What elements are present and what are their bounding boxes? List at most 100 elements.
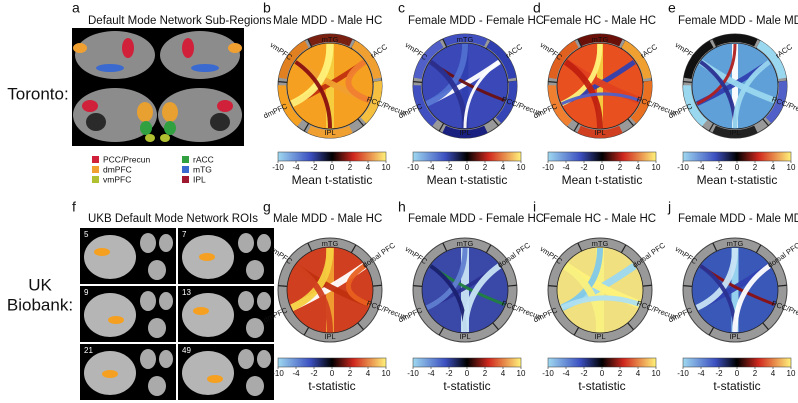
region xyxy=(191,64,219,72)
legend-label: PCC/Precun xyxy=(103,154,151,164)
node-label: mTG xyxy=(457,35,474,44)
ring-segment xyxy=(307,34,353,47)
colorbar-tick-label: 2 xyxy=(753,163,758,172)
ring-divider xyxy=(712,242,718,252)
legend-swatch xyxy=(92,156,99,163)
chord xyxy=(345,59,371,104)
ring-divider xyxy=(620,244,627,253)
row-label: Toronto: xyxy=(7,84,68,103)
node-label: mTG xyxy=(322,35,339,44)
panel-title: Default Mode Network Sub-Regions xyxy=(88,15,272,27)
chord xyxy=(695,247,738,311)
node-label: mTG xyxy=(727,239,744,248)
brain-axial xyxy=(140,291,156,311)
panel-title: Female HC - Male HC xyxy=(543,213,656,225)
slice-number: 9 xyxy=(84,288,89,297)
panel-letter: b xyxy=(263,0,271,16)
ring-divider xyxy=(762,322,770,331)
ring-divider xyxy=(683,285,693,288)
node-label: IPL xyxy=(324,332,335,341)
ring-divider xyxy=(755,244,762,253)
chord xyxy=(345,263,371,307)
colorbar-tick-label: 4 xyxy=(636,163,641,172)
brain-coronal xyxy=(148,260,166,280)
brain xyxy=(160,31,240,79)
ring-divider xyxy=(548,285,558,288)
node-label: mTG xyxy=(727,35,744,44)
legend-swatch xyxy=(182,176,189,183)
ring-divider xyxy=(357,322,365,331)
panel-letter: g xyxy=(263,199,271,215)
node-label: dmPFC xyxy=(397,101,424,120)
chord xyxy=(290,247,334,311)
ring-divider xyxy=(442,242,448,252)
legend-label: mTG xyxy=(193,164,212,174)
brain-axial xyxy=(257,234,271,252)
brain-coronal xyxy=(148,376,166,396)
ring-segment xyxy=(360,80,382,124)
chord xyxy=(462,263,502,333)
colorbar-tick-label: -2 xyxy=(580,369,588,378)
ring-segment xyxy=(712,125,758,138)
roi xyxy=(193,307,209,315)
node-label: IPL xyxy=(459,128,470,137)
ring-segment xyxy=(548,85,573,127)
ring-segment xyxy=(413,40,444,80)
colorbar-tick-label: -4 xyxy=(292,369,300,378)
node-label: vmPFC xyxy=(538,40,564,62)
legend-swatch xyxy=(92,176,99,183)
colorbar xyxy=(412,357,522,368)
node-label: vmPFC xyxy=(403,40,429,62)
legend-label: rACC xyxy=(193,154,214,164)
ring-divider xyxy=(485,244,492,253)
region xyxy=(137,102,153,122)
node-label: dmPFC xyxy=(667,305,694,324)
panel-title: Male MDD - Male HC xyxy=(273,15,382,27)
colorbar-tick-label: 10 xyxy=(517,369,526,378)
roi xyxy=(108,316,124,324)
region xyxy=(86,113,106,131)
roi xyxy=(207,375,223,383)
ring-segment xyxy=(712,34,758,47)
ring-divider xyxy=(413,285,423,288)
chord xyxy=(563,263,604,333)
chord xyxy=(561,92,640,106)
ring-segment xyxy=(756,40,787,80)
ring-divider xyxy=(777,284,787,287)
colorbar-tick-label: -2 xyxy=(445,163,453,172)
region xyxy=(164,121,176,135)
roi xyxy=(199,253,215,261)
colorbar-tick-label: 0 xyxy=(735,369,740,378)
ring-divider xyxy=(683,81,693,84)
ring-divider xyxy=(442,38,448,48)
colorbar-tick-label: -4 xyxy=(697,369,705,378)
ring-divider xyxy=(307,242,313,252)
slice-number: 49 xyxy=(182,346,191,355)
chord xyxy=(293,263,333,333)
brain-axial xyxy=(257,350,271,368)
chord xyxy=(425,247,468,311)
node-label: vmPFC xyxy=(268,40,294,62)
chord xyxy=(294,60,332,129)
legend-swatch xyxy=(182,166,189,173)
colorbar-tick-label: 10 xyxy=(517,163,526,172)
ring-divider xyxy=(642,284,652,287)
ring-divider xyxy=(413,81,423,84)
region xyxy=(217,100,233,112)
colorbar-tick-label: -2 xyxy=(715,163,723,172)
colorbar-tick-label: 0 xyxy=(735,163,740,172)
panel-letter: j xyxy=(667,199,671,215)
colorbar-tick-label: 4 xyxy=(366,163,371,172)
ring-segment xyxy=(278,40,309,80)
ring-segment xyxy=(495,80,517,124)
ring-segment xyxy=(577,125,623,138)
ring-divider xyxy=(507,284,517,287)
node-label: dmPFC xyxy=(397,305,424,324)
colorbar-tick-label: -2 xyxy=(310,163,318,172)
brain-axial xyxy=(159,292,173,310)
colorbar-tick-label: -10 xyxy=(272,369,284,378)
colorbar-tick-label: 2 xyxy=(348,369,353,378)
colorbar-tick-label: -4 xyxy=(427,369,435,378)
node-label: dmPFC xyxy=(262,101,289,120)
node-label: IPL xyxy=(594,128,605,137)
